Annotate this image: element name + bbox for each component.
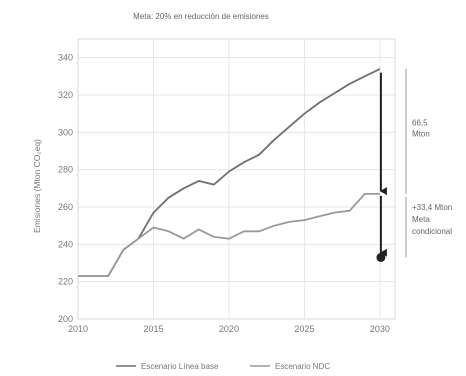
series-lines xyxy=(78,68,381,277)
annotation-33-line: +33,4 Mton xyxy=(412,203,452,212)
y-axis-label: Emisiones (Mton CO₂eq) xyxy=(32,139,42,233)
annotation-66-line: Mton xyxy=(412,129,430,138)
axes: 200 220 240 260 280 300 320 340 2010 2015 2020 2025… xyxy=(58,38,396,334)
grid xyxy=(78,39,395,319)
y-tick-label: 200 xyxy=(58,314,73,324)
y-tick-label: 220 xyxy=(58,277,73,287)
x-tick-label: 2015 xyxy=(143,324,163,334)
annotations: 66,5 Mton +33,4 Mton Meta condicional xyxy=(376,68,452,262)
y-tick-label: 340 xyxy=(58,53,73,63)
target-point xyxy=(376,252,386,262)
x-tick-label: 2020 xyxy=(219,324,239,334)
y-tick-label: 280 xyxy=(58,165,73,175)
chart-title: Meta: 20% en reducción de emisiones xyxy=(133,12,269,21)
annotation-33-line: condicional xyxy=(412,227,452,236)
y-tick-label: 320 xyxy=(58,90,73,100)
legend-label-baseline: Escenario Línea base xyxy=(141,362,219,371)
annotation-66-line: 66,5 xyxy=(412,118,428,127)
x-tick-label: 2030 xyxy=(370,324,390,334)
legend-label-ndc: Escenario NDC xyxy=(275,362,330,371)
annotation-33-line: Meta xyxy=(412,215,430,224)
y-tick-label: 240 xyxy=(58,239,73,249)
legend: Escenario Línea base Escenario NDC xyxy=(116,362,330,371)
y-tick-label: 300 xyxy=(58,127,73,137)
series-line-ndc xyxy=(78,193,380,277)
y-tick-label: 260 xyxy=(58,202,73,212)
x-tick-label: 2010 xyxy=(68,324,88,334)
plot-frame xyxy=(77,38,396,320)
x-tick-label: 2025 xyxy=(294,324,314,334)
